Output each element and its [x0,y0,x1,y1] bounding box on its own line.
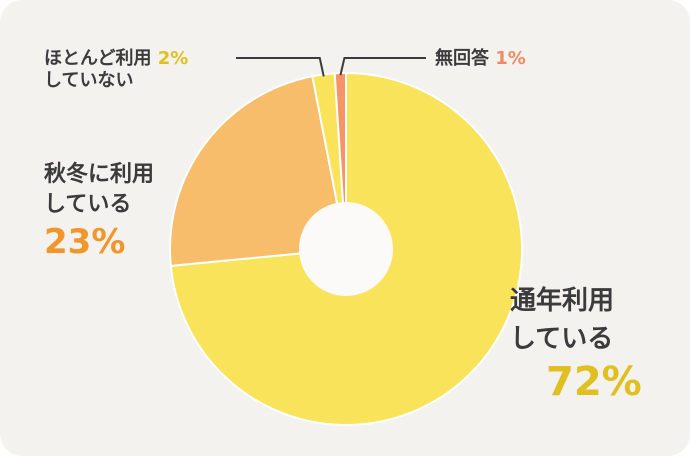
label-year-round-line2: している [510,324,614,354]
leader-line-rarely-use [236,57,325,77]
label-no-answer: 無回答 1% [435,48,526,70]
label-autumn-winter: 秋冬に利用 している 23% [44,160,154,264]
label-year-round-pct: 72% [546,359,642,405]
label-year-round: 通年利用 している 72% [510,282,642,406]
label-rarely-use-line2: していない [44,70,134,91]
label-autumn-winter-line2: している [44,192,132,217]
leader-line-no-answer [339,57,426,76]
label-rarely-use-line1: ほとんど利用 2% [44,48,189,69]
label-no-answer-text: 無回答 [435,48,489,69]
label-autumn-winter-pct: 23% [44,222,126,262]
label-rarely-use-pct: 2% [157,48,189,69]
slice-autumn-winter [169,75,347,267]
label-year-round-line1: 通年利用 [510,286,615,316]
label-no-answer-pct: 1% [495,48,526,69]
label-rarely-use: ほとんど利用 2% していない [44,48,188,92]
label-autumn-winter-line1: 秋冬に利用 [44,162,155,187]
donut-hole [299,202,393,296]
